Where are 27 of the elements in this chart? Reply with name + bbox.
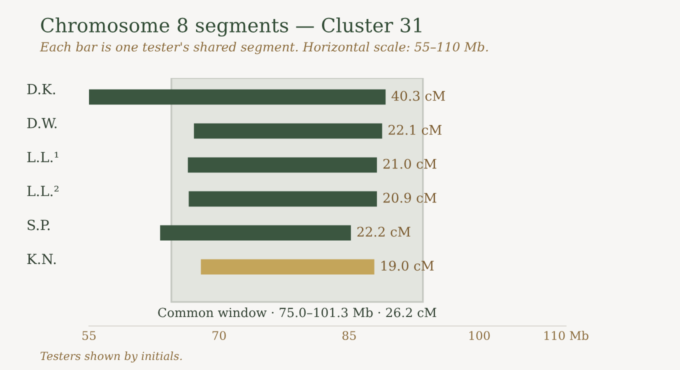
x-tick-label: 85 <box>342 331 356 340</box>
annotation: 22.1 cM <box>388 124 442 135</box>
annotation: 22.2 cM <box>357 226 410 237</box>
annotation: 40.3 cM <box>392 90 445 101</box>
x-tick-label: 55 <box>82 331 96 340</box>
text: Testers shown by initials. <box>40 352 182 362</box>
y-tick-label: K.N. <box>27 254 56 264</box>
bar <box>200 259 374 275</box>
x-tick-label: 110 Mb <box>544 330 588 340</box>
annotation: 21.0 cM <box>383 158 436 169</box>
y-tick-label: D.W. <box>27 118 57 128</box>
chart-subtitle: Each bar is one tester's shared segment. Horizontal scale: 55–110 Mb. <box>40 42 488 54</box>
y-tick-label: S.P. <box>28 220 50 230</box>
x-tick-label: 70 <box>212 331 226 340</box>
bar <box>160 225 351 241</box>
bar <box>188 157 377 173</box>
annotation: 19.0 cM <box>382 260 434 271</box>
y-tick-label: L.L.² <box>27 186 58 196</box>
y-tick-label: L.L.¹ <box>27 152 58 162</box>
y-tick-label: D.K. <box>27 84 56 94</box>
band-label: Common window · 75.0–101.3 Mb · 26.2 cM <box>158 308 436 318</box>
bar <box>89 89 386 105</box>
bar <box>194 123 382 139</box>
bar <box>188 191 377 207</box>
x-tick-label: 100 <box>469 331 490 340</box>
chart-title: Chromosome 8 segments — Cluster 31 <box>41 17 422 37</box>
annotation: 20.9 cM <box>383 192 436 203</box>
